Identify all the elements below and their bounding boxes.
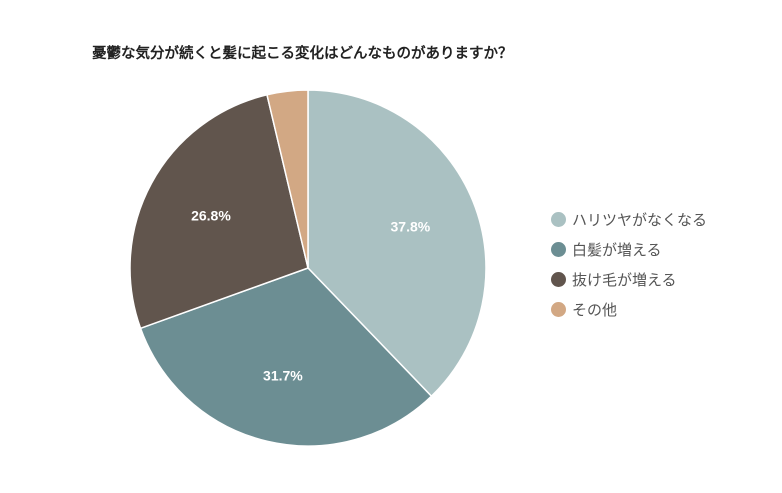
legend-item: 白髪が増える <box>551 240 707 259</box>
legend-swatch <box>551 301 566 317</box>
legend-label: その他 <box>572 300 618 319</box>
pie-slice <box>139 267 433 447</box>
legend-swatch <box>551 271 566 287</box>
legend-item: ハリツヤがなくなる <box>551 210 708 229</box>
chart-title: 憂鬱な気分が続くと髪に起こる変化はどんなものがありますか？ <box>92 46 513 62</box>
slice-value-label: 37.8% <box>391 219 431 235</box>
pie-slice <box>307 89 487 398</box>
legend-swatch <box>551 241 566 257</box>
legend-label: 抜け毛が増える <box>572 270 677 289</box>
pie-slice <box>129 93 309 330</box>
legend-label: ハリツヤがなくなる <box>572 210 708 229</box>
legend-label: 白髪が増える <box>572 240 662 259</box>
chart-legend: ハリツヤがなくなる 白髪が増える 抜け毛が増える その他 <box>551 210 707 330</box>
legend-swatch <box>551 211 566 227</box>
legend-item: 抜け毛が増える <box>551 270 707 289</box>
slice-value-label: 26.8% <box>191 207 231 223</box>
legend-item: その他 <box>551 300 707 319</box>
slice-value-label: 31.7% <box>263 367 303 383</box>
pie-slice <box>266 89 309 269</box>
